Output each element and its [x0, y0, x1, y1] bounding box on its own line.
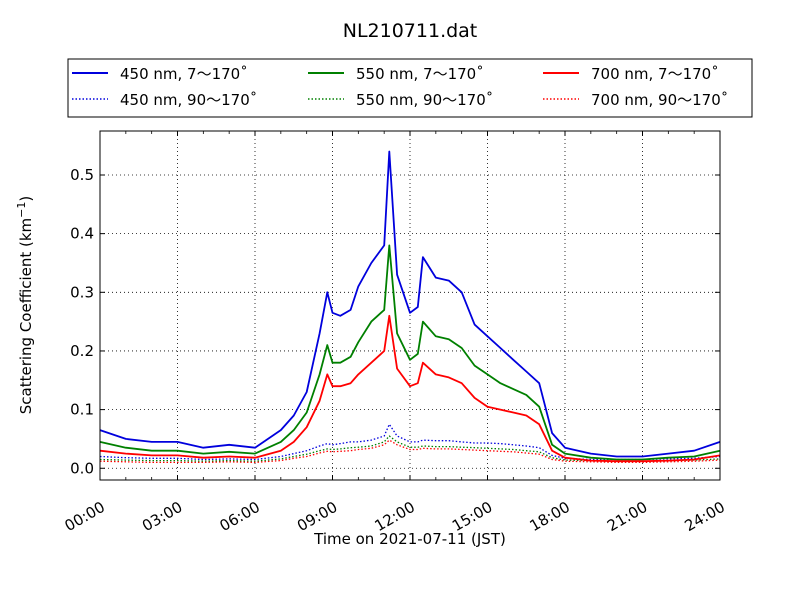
plot-background: [100, 131, 720, 480]
series-line: [99, 150, 721, 458]
y-tick-label: 0.5: [70, 166, 94, 184]
x-tick-label: 06:00: [217, 498, 263, 535]
gridlines: [100, 131, 720, 480]
legend-label: 550 nm, 7～170˚: [356, 65, 484, 83]
ticks: [99, 131, 721, 480]
x-tick-label: 24:00: [682, 498, 728, 535]
legend-label: 450 nm, 90～170˚: [120, 91, 257, 109]
y-axis-label-end: ): [17, 196, 35, 202]
x-tick-label: 00:00: [62, 498, 108, 535]
x-tick-label: 03:00: [139, 498, 185, 535]
legend-label: 450 nm, 7～170˚: [120, 65, 248, 83]
legend-label: 700 nm, 90～170˚: [591, 91, 728, 109]
chart-title: NL210711.dat: [343, 20, 478, 42]
y-tick-label: 0.0: [70, 459, 94, 477]
y-axis-label-main: Scattering Coefficient (km: [17, 218, 35, 414]
legend: 450 nm, 7～170˚ 450 nm, 90～170˚ 550 nm, 7～1…: [67, 58, 753, 118]
series-layer: [99, 150, 721, 464]
legend-label: 700 nm, 7～170˚: [591, 65, 719, 83]
series-line: [99, 314, 721, 463]
x-tick-label: 18:00: [527, 498, 573, 535]
y-tick-label: 0.1: [70, 401, 94, 419]
y-axis-label-sup: −1: [15, 202, 28, 218]
y-tick-labels: 0.0 0.1 0.2 0.3 0.4 0.5: [70, 166, 94, 477]
y-axis-label: Scattering Coefficient (km−1): [15, 196, 35, 415]
series-line: [99, 244, 721, 461]
legend-frame: [67, 58, 753, 118]
series-line: [99, 423, 721, 461]
x-axis-label: Time on 2021-07-11 (JST): [313, 530, 506, 548]
y-tick-label: 0.4: [70, 225, 94, 243]
legend-label: 550 nm, 90～170˚: [356, 91, 493, 109]
x-tick-label: 21:00: [604, 498, 650, 535]
series-line: [99, 439, 721, 464]
plot-area: [99, 130, 721, 481]
y-tick-label: 0.2: [70, 342, 94, 360]
y-tick-label: 0.3: [70, 283, 94, 301]
